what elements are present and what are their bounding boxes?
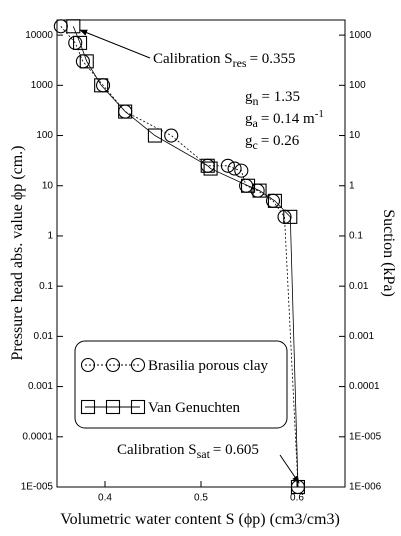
annotation-label: Calibration S: [117, 442, 197, 458]
data-point: [94, 78, 109, 93]
annotation: Calibration Sres = 0.355: [153, 51, 296, 70]
y2-tick-label: 10: [349, 130, 361, 141]
legend-marker: [80, 357, 96, 373]
data-point: [252, 183, 267, 198]
annotation: gc = 0.26: [245, 133, 300, 152]
data-point: [290, 479, 306, 495]
annotation-label: g: [245, 133, 253, 149]
y2-tick-label: 0.0001: [349, 381, 380, 392]
annotation-label: g: [245, 89, 253, 105]
annotation-text: = 1.35: [262, 89, 300, 105]
legend-label: Brasilia porous clay: [148, 358, 268, 374]
annotation: ga = 0.14 m-1: [245, 108, 324, 130]
x-tick-label: 0.6: [290, 493, 304, 504]
x-axis-title: Volumetric water content S (ϕp) (cm3/cm3…: [60, 511, 340, 528]
y-tick-label: 0.0001: [22, 431, 53, 442]
y-axis-title: Pressure head abs. value ϕp (cm.): [9, 145, 26, 360]
y2-axis-title: Suction (kPa): [380, 209, 397, 297]
series-line: [60, 26, 299, 488]
series-line: [72, 26, 299, 488]
annotation-text: = 0.605: [213, 442, 259, 458]
y2-tick-label: 1000: [349, 30, 372, 41]
y-tick-label: 10: [42, 180, 54, 191]
y2-tick-label: 0.01: [349, 281, 369, 292]
data-point: [147, 128, 162, 143]
annotation: gn = 1.35: [245, 89, 300, 108]
y-tick-label: 1: [47, 231, 53, 242]
annotation-text: = 0.14 m: [261, 111, 315, 127]
annotation-subscript: sat: [197, 447, 211, 461]
x-tick-label: 0.5: [194, 493, 208, 504]
y2-tick-label: 100: [349, 80, 366, 91]
data-point: [283, 209, 298, 224]
y2-tick-label: 1: [349, 180, 355, 191]
y-tick-label: 1E-005: [21, 482, 54, 493]
annotation-subscript: n: [253, 94, 259, 108]
legend-marker: [130, 357, 146, 373]
annotation-subscript: res: [233, 56, 247, 70]
data-point: [267, 193, 282, 208]
annotation-arrow: [279, 454, 300, 484]
annotation-arrow: [79, 29, 151, 59]
data-point: [240, 178, 256, 193]
y-tick-label: 10000: [25, 30, 53, 41]
y-tick-label: 0.1: [39, 281, 53, 292]
x-tick-label: 0.4: [98, 493, 112, 504]
annotation-label: g: [245, 111, 253, 127]
data-point: [66, 19, 81, 34]
y2-tick-label: 1E-005: [349, 431, 382, 442]
annotation-superscript: -1: [315, 108, 324, 120]
data-point: [118, 104, 133, 119]
data-point: [227, 161, 242, 176]
data-point: [220, 158, 235, 173]
annotation-subscript: c: [253, 138, 258, 152]
data-point: [203, 161, 218, 176]
data-point: [164, 128, 179, 143]
data-point: [79, 54, 94, 69]
legend-marker: [80, 399, 96, 415]
annotation-text: = 0.26: [261, 133, 300, 149]
legend-box: [74, 340, 288, 429]
annotation-subscript: a: [253, 116, 259, 130]
y-tick-label: 1000: [31, 80, 54, 91]
y-tick-label: 100: [36, 130, 53, 141]
legend-marker: [105, 357, 121, 373]
annotation-text: = 0.355: [250, 51, 296, 67]
legend-marker: [130, 399, 146, 415]
data-point: [72, 35, 88, 50]
y-tick-label: 0.001: [28, 381, 53, 392]
legend-label: Van Genuchten: [148, 400, 241, 416]
data-point: [200, 158, 215, 173]
y-tick-label: 0.01: [34, 331, 54, 342]
legend-marker: [105, 399, 121, 415]
y2-tick-label: 0.1: [349, 231, 363, 242]
annotation: Calibration Ssat = 0.605: [117, 442, 259, 461]
y2-tick-label: 0.001: [349, 331, 374, 342]
y2-tick-label: 1E-006: [349, 482, 382, 493]
annotation-label: Calibration S: [153, 51, 233, 67]
data-point: [234, 163, 249, 178]
